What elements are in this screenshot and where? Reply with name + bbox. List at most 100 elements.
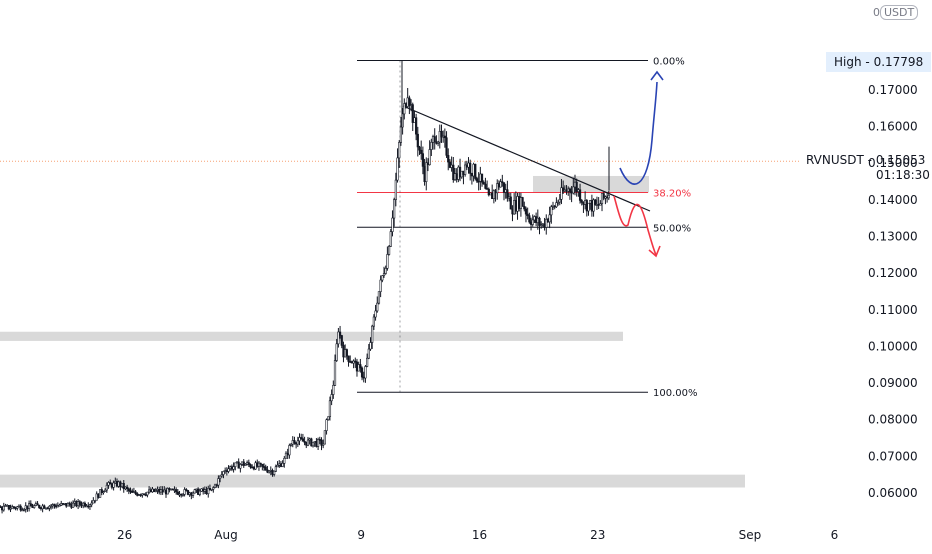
candle: [543, 223, 546, 228]
candle: [492, 190, 495, 199]
candle: [589, 200, 592, 204]
candle: [342, 345, 345, 358]
candle: [308, 438, 311, 441]
candle: [545, 218, 548, 228]
candle: [235, 461, 239, 464]
candle: [376, 302, 379, 312]
candle: [166, 488, 169, 495]
candle: [391, 217, 394, 232]
candle: [377, 291, 381, 304]
candle: [443, 135, 446, 139]
candle: [114, 480, 117, 484]
candle: [436, 141, 440, 144]
candle: [450, 164, 453, 168]
candle: [372, 316, 375, 327]
candle: [112, 482, 115, 488]
candle: [136, 493, 139, 496]
candle: [12, 506, 16, 508]
candle: [573, 181, 577, 188]
candle: [458, 166, 462, 178]
candle: [93, 499, 97, 502]
candle: [70, 504, 73, 508]
candle: [602, 193, 605, 199]
candle: [594, 199, 597, 205]
candle: [558, 198, 561, 203]
y-axis-tick-label: 0.08000: [868, 413, 918, 427]
candle: [364, 366, 367, 379]
candle: [80, 504, 83, 507]
candle: [71, 502, 75, 508]
candle: [212, 487, 215, 490]
candle: [523, 205, 526, 210]
candle: [240, 461, 244, 465]
candle: [504, 189, 507, 193]
candle: [502, 182, 506, 193]
candle: [328, 400, 332, 417]
candle: [65, 503, 68, 507]
candle: [49, 505, 53, 508]
candle: [584, 200, 587, 205]
candle: [181, 494, 185, 496]
candle: [44, 507, 48, 510]
candle: [604, 196, 607, 199]
candle: [440, 131, 443, 138]
candle: [120, 483, 124, 488]
candle: [349, 361, 352, 363]
candle: [48, 505, 51, 509]
candle: [61, 503, 65, 505]
candle: [188, 492, 191, 495]
candle: [399, 126, 403, 143]
candle: [288, 445, 291, 456]
candle: [127, 488, 130, 492]
candle: [232, 466, 235, 470]
candle: [551, 205, 555, 208]
symbol-price-badge: RVNUSDT - 0.15053 01:18:30: [806, 153, 930, 182]
candle: [426, 162, 430, 166]
candle: [100, 489, 103, 493]
x-axis-tick-label: 6: [831, 528, 839, 542]
candle: [398, 142, 401, 159]
candle: [82, 502, 85, 507]
candle: [195, 488, 198, 491]
candle: [51, 504, 54, 507]
candle: [126, 486, 129, 490]
candle: [279, 463, 283, 467]
candle: [36, 503, 39, 506]
candle: [509, 196, 512, 210]
candle: [384, 268, 387, 274]
candle: [222, 471, 225, 475]
candle: [555, 202, 558, 208]
candle: [68, 503, 71, 505]
y-axis-tick-label: 0.13000: [868, 229, 918, 243]
candle: [251, 466, 254, 469]
candle: [193, 489, 196, 494]
candle: [325, 419, 328, 431]
candle: [570, 191, 573, 194]
candle: [470, 173, 473, 177]
candle: [11, 506, 14, 509]
candle: [511, 208, 514, 215]
candle: [501, 181, 504, 183]
candle: [230, 466, 234, 470]
candle: [31, 505, 34, 508]
candle: [332, 385, 335, 395]
candle: [66, 503, 70, 507]
candle: [234, 462, 237, 467]
candle: [168, 488, 171, 491]
candle: [53, 504, 56, 507]
candle: [560, 187, 563, 200]
candle: [161, 489, 164, 493]
candle: [224, 470, 227, 472]
candle: [562, 187, 565, 192]
candle: [109, 482, 112, 485]
candle: [171, 488, 174, 491]
candle: [421, 153, 424, 167]
candle: [7, 504, 10, 510]
candle: [514, 200, 517, 212]
y-axis-tick-label: 0.09000: [868, 376, 918, 390]
candle: [95, 493, 98, 501]
candle: [337, 331, 340, 345]
candle: [374, 310, 377, 318]
